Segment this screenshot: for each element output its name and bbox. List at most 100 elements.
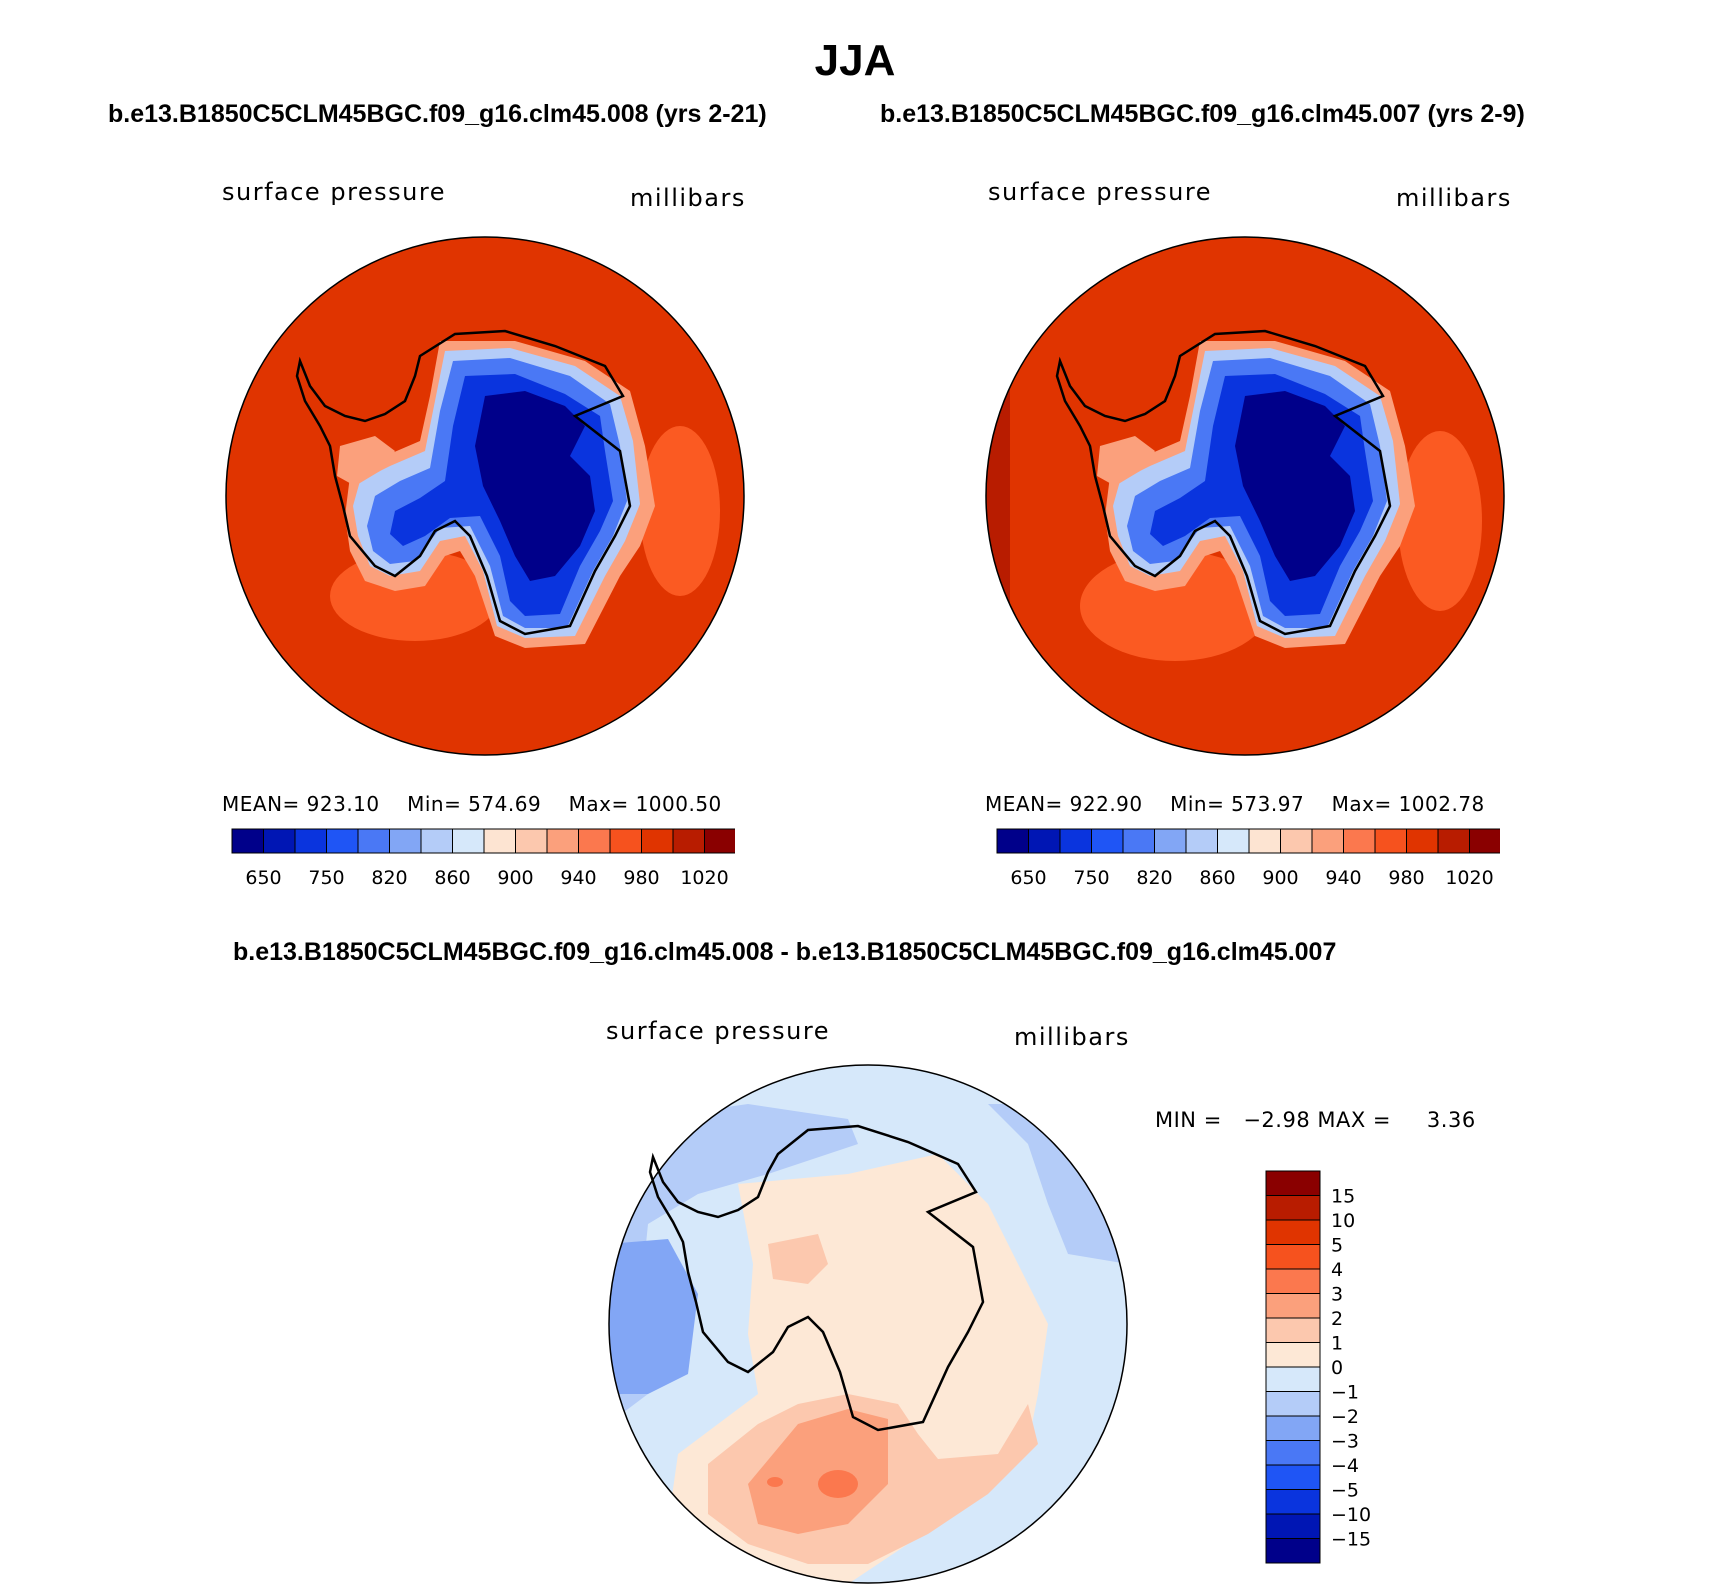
panel-1-polar-map bbox=[225, 236, 745, 756]
diff-colorbar-tick-label: −1 bbox=[1331, 1382, 1359, 1404]
colorbar-swatch bbox=[641, 828, 674, 854]
diff-colorbar-swatch bbox=[1265, 1538, 1321, 1564]
diff-colorbar-tick-label: −5 bbox=[1331, 1480, 1359, 1502]
panel-1-stats: MEAN= 923.10 Min= 574.69 Max= 1000.50 bbox=[222, 792, 722, 816]
colorbar-swatch bbox=[672, 828, 705, 854]
diff-colorbar-swatch bbox=[1265, 1366, 1321, 1392]
colorbar-tick-label: 940 bbox=[1325, 867, 1361, 889]
diff-colorbar-swatch bbox=[1265, 1415, 1321, 1441]
diff-colorbar-swatch bbox=[1265, 1219, 1321, 1245]
diff-colorbar-tick-label: 2 bbox=[1331, 1308, 1343, 1330]
diff-minmax: MIN = −2.98 MAX = 3.36 bbox=[1155, 1108, 1476, 1132]
colorbar-swatch bbox=[1248, 828, 1281, 854]
colorbar-swatch bbox=[578, 828, 611, 854]
colorbar-tick-label: 820 bbox=[371, 867, 407, 889]
colorbar-swatch bbox=[420, 828, 453, 854]
diff-colorbar-swatch bbox=[1265, 1244, 1321, 1270]
colorbar-swatch bbox=[1280, 828, 1313, 854]
colorbar-swatch bbox=[1374, 828, 1407, 854]
colorbar-swatch bbox=[546, 828, 579, 854]
panel-2-stats: MEAN= 922.90 Min= 573.97 Max= 1002.78 bbox=[985, 792, 1485, 816]
diff-colorbar-tick-label: −2 bbox=[1331, 1406, 1359, 1428]
colorbar-tick-label: 860 bbox=[1199, 867, 1235, 889]
colorbar-swatch bbox=[996, 828, 1029, 854]
panel-1-units-label: millibars bbox=[630, 184, 746, 212]
diff-colorbar-swatch bbox=[1265, 1268, 1321, 1294]
colorbar-tick-label: 900 bbox=[1262, 867, 1298, 889]
diff-max-value: 3.36 bbox=[1426, 1108, 1476, 1132]
diff-min-label: MIN = bbox=[1155, 1108, 1222, 1132]
colorbar-tick-label: 750 bbox=[1073, 867, 1109, 889]
colorbar-swatch bbox=[515, 828, 548, 854]
colorbar-tick-label: 650 bbox=[245, 867, 281, 889]
diff-max-label: MAX = bbox=[1317, 1108, 1392, 1132]
colorbar-tick-label: 820 bbox=[1136, 867, 1172, 889]
colorbar-tick-label: 900 bbox=[497, 867, 533, 889]
diff-colorbar-tick-label: −4 bbox=[1331, 1455, 1359, 1477]
colorbar-swatch bbox=[1437, 828, 1470, 854]
colorbar-swatch bbox=[389, 828, 422, 854]
diff-colorbar-swatch bbox=[1265, 1195, 1321, 1221]
colorbar-tick-label: 1020 bbox=[1445, 867, 1493, 889]
diff-colorbar-tick-label: 4 bbox=[1331, 1259, 1343, 1281]
colorbar-swatch bbox=[1406, 828, 1439, 854]
diff-colorbar-swatch bbox=[1265, 1391, 1321, 1417]
colorbar-swatch bbox=[1185, 828, 1218, 854]
colorbar-tick-label: 750 bbox=[308, 867, 344, 889]
colorbar-swatch bbox=[1122, 828, 1155, 854]
diff-colorbar-tick-label: −3 bbox=[1331, 1431, 1359, 1453]
diff-colorbar-tick-label: 10 bbox=[1331, 1210, 1355, 1232]
panel-1-mean: MEAN= 923.10 bbox=[222, 792, 380, 816]
diff-colorbar-swatch bbox=[1265, 1170, 1321, 1196]
diff-title: b.e13.B1850C5CLM45BGC.f09_g16.clm45.008 … bbox=[233, 938, 1337, 966]
diff-units-label: millibars bbox=[1014, 1023, 1130, 1051]
colorbar-swatch bbox=[357, 828, 390, 854]
diff-colorbar-tick-label: 5 bbox=[1331, 1235, 1343, 1257]
panel-2-min: Min= 573.97 bbox=[1170, 792, 1305, 816]
panel-1-min: Min= 574.69 bbox=[407, 792, 542, 816]
colorbar-tick-label: 980 bbox=[623, 867, 659, 889]
colorbar-swatch bbox=[1217, 828, 1250, 854]
panel-2-case-title: b.e13.B1850C5CLM45BGC.f09_g16.clm45.007 … bbox=[880, 100, 1525, 128]
diff-min-value: −2.98 bbox=[1243, 1108, 1311, 1132]
colorbar-swatch bbox=[1154, 828, 1187, 854]
colorbar-swatch bbox=[326, 828, 359, 854]
panel-2-mean: MEAN= 922.90 bbox=[985, 792, 1143, 816]
diff-colorbar-tick-label: 15 bbox=[1331, 1186, 1355, 1208]
colorbar-swatch bbox=[704, 828, 735, 854]
diff-polar-map bbox=[608, 1064, 1128, 1584]
panel-2-max: Max= 1002.78 bbox=[1331, 792, 1485, 816]
colorbar-swatch bbox=[294, 828, 327, 854]
colorbar-tick-label: 650 bbox=[1010, 867, 1046, 889]
colorbar-swatch bbox=[609, 828, 642, 854]
colorbar-tick-label: 980 bbox=[1388, 867, 1424, 889]
diff-colorbar-swatch bbox=[1265, 1513, 1321, 1539]
diff-variable-label: surface pressure bbox=[606, 1017, 830, 1045]
diff-colorbar-tick-label: −15 bbox=[1331, 1529, 1371, 1551]
panel-2-variable-label: surface pressure bbox=[988, 178, 1212, 206]
panel-2-polar-map bbox=[985, 236, 1505, 756]
diff-colorbar-tick-label: 3 bbox=[1331, 1284, 1343, 1306]
page-title: JJA bbox=[814, 36, 896, 85]
colorbar-swatch bbox=[1343, 828, 1376, 854]
diff-colorbar-tick-label: 0 bbox=[1331, 1357, 1343, 1379]
diff-colorbar-swatch bbox=[1265, 1440, 1321, 1466]
diff-colorbar-swatch bbox=[1265, 1489, 1321, 1515]
colorbar-swatch bbox=[483, 828, 516, 854]
diff-colorbar-swatch bbox=[1265, 1317, 1321, 1343]
diff-colorbar-tick-label: 1 bbox=[1331, 1333, 1343, 1355]
colorbar-swatch bbox=[1469, 828, 1500, 854]
colorbar-swatch bbox=[1059, 828, 1092, 854]
colorbar-tick-label: 1020 bbox=[680, 867, 728, 889]
panel-2-units-label: millibars bbox=[1396, 184, 1512, 212]
colorbar-swatch bbox=[452, 828, 485, 854]
panel-1-max: Max= 1000.50 bbox=[568, 792, 722, 816]
colorbar-tick-label: 940 bbox=[560, 867, 596, 889]
diff-colorbar-tick-label: −10 bbox=[1331, 1504, 1371, 1526]
panel-1-colorbar: 650 750 820 860 900 940 980 1020 bbox=[231, 828, 735, 889]
diff-colorbar-swatch bbox=[1265, 1464, 1321, 1490]
colorbar-swatch bbox=[231, 828, 264, 854]
panel-2-colorbar: 650 750 820 860 900 940 980 1020 bbox=[996, 828, 1500, 889]
colorbar-swatch bbox=[1311, 828, 1344, 854]
